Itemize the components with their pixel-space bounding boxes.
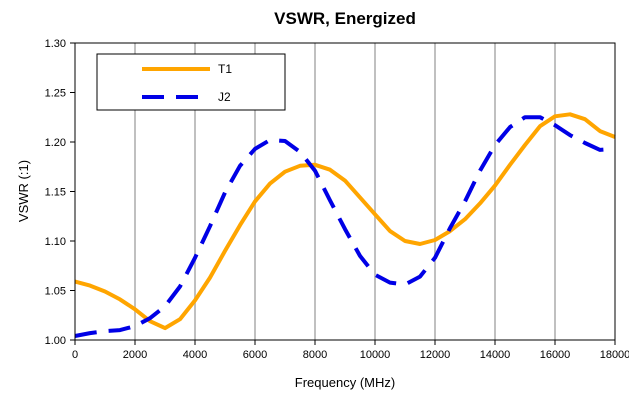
x-tick-label: 2000 (123, 349, 147, 361)
chart-title: VSWR, Energized (274, 9, 416, 28)
y-axis-ticks: 1.00 1.05 1.10 1.15 1.20 1.25 1.30 (45, 38, 75, 347)
x-axis-ticks: 0 2000 4000 6000 8000 10000 12000 14000 16000 180… (72, 340, 629, 361)
series-line-t1 (74, 112, 616, 331)
x-axis-label: Frequency (MHz) (295, 375, 395, 390)
y-tick-label: 1.15 (45, 187, 66, 199)
legend-box (96, 53, 286, 111)
x-tick-label: 18000 (600, 349, 629, 361)
y-tick-label: 1.25 (45, 88, 66, 100)
series-layer (74, 112, 616, 338)
series-line-j2 (74, 115, 616, 338)
x-tick-label: 6000 (243, 349, 267, 361)
legend-label-t1: T1 (218, 62, 232, 76)
y-tick-label: 1.30 (45, 38, 66, 50)
x-tick-label: 12000 (420, 349, 451, 361)
legend-label-j2: J2 (218, 90, 231, 104)
x-tick-label: 8000 (303, 349, 327, 361)
x-tick-label: 4000 (183, 349, 207, 361)
y-tick-label: 1.05 (45, 286, 66, 298)
x-tick-label: 16000 (540, 349, 571, 361)
y-tick-label: 1.00 (45, 335, 66, 347)
x-tick-label: 0 (72, 349, 78, 361)
x-tick-label: 10000 (360, 349, 391, 361)
legend: T1 J2 (96, 53, 286, 111)
y-tick-label: 1.10 (45, 236, 66, 248)
x-tick-label: 14000 (480, 349, 511, 361)
y-tick-label: 1.20 (45, 137, 66, 149)
y-axis-label: VSWR (:1) (16, 160, 31, 222)
